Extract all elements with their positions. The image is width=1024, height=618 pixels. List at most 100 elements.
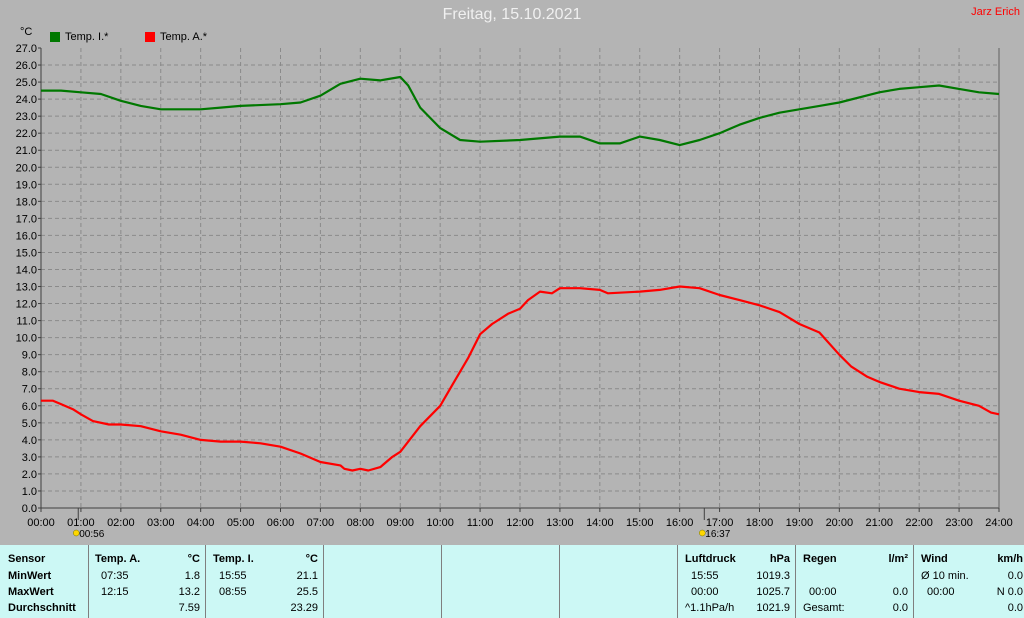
pressure-unit: hPa bbox=[769, 553, 790, 565]
x-tick-label: 23:00 bbox=[945, 517, 973, 529]
x-tick-label: 20:00 bbox=[826, 517, 854, 529]
y-tick-label: 14.0 bbox=[16, 264, 37, 276]
y-tick-label: 12.0 bbox=[16, 299, 37, 311]
rain-unit: l/m² bbox=[888, 553, 908, 565]
wind-max-value: N 0.0 bbox=[996, 586, 1023, 598]
temp-i-unit: °C bbox=[305, 553, 318, 565]
x-tick-label: 06:00 bbox=[267, 517, 295, 529]
y-tick-label: 0.0 bbox=[22, 503, 37, 515]
series-line-temp-a bbox=[41, 285, 1000, 472]
y-tick-label: 7.0 bbox=[22, 384, 37, 396]
temp-a-unit: °C bbox=[187, 553, 200, 565]
x-tick-label: 08:00 bbox=[347, 517, 375, 529]
wind-avg-label: Ø 10 min. bbox=[921, 570, 969, 582]
y-tick-label: 2.0 bbox=[22, 469, 37, 481]
sensor-header: Sensor bbox=[8, 553, 46, 565]
legend-swatch-red bbox=[145, 32, 155, 42]
temp-i-max-time: 08:55 bbox=[219, 586, 247, 598]
pressure-header: Luftdruck bbox=[685, 553, 736, 565]
row-label-max: MaxWert bbox=[8, 586, 54, 598]
temp-a-column: Temp. A. °C 07:35 1.8 12:15 13.2 7.59 bbox=[88, 545, 206, 618]
x-tick-label: 02:00 bbox=[107, 517, 135, 529]
y-tick-label: 27.0 bbox=[16, 43, 37, 55]
legend-swatch-green bbox=[50, 32, 60, 42]
x-tick-label: 18:00 bbox=[746, 517, 774, 529]
temp-i-average: 23.29 bbox=[290, 602, 318, 614]
y-tick-label: 6.0 bbox=[22, 401, 37, 413]
pressure-max-value: 1025.7 bbox=[756, 586, 790, 598]
y-tick-label: 9.0 bbox=[22, 350, 37, 362]
pressure-average: 1021.9 bbox=[756, 602, 790, 614]
temp-i-column: Temp. I. °C 15:55 21.1 08:55 25.5 23.29 bbox=[205, 545, 324, 618]
legend-item-temp-i: Temp. I.* bbox=[50, 31, 108, 43]
row-label-avg: Durchschnitt bbox=[8, 602, 76, 614]
temp-a-min-value: 1.8 bbox=[184, 570, 200, 582]
wind-max-time: 00:00 bbox=[927, 586, 955, 598]
rain-column: Regen l/m² 00:00 0.0 Gesamt: 0.0 bbox=[795, 545, 914, 618]
temp-a-average: 7.59 bbox=[178, 602, 200, 614]
x-tick-label: 12:00 bbox=[506, 517, 534, 529]
row-label-min: MinWert bbox=[8, 570, 52, 582]
x-tick-label: 05:00 bbox=[227, 517, 255, 529]
pressure-min-time: 15:55 bbox=[691, 570, 719, 582]
x-tick-label: 17:00 bbox=[706, 517, 734, 529]
pressure-trend: ^1.1hPa/h bbox=[685, 602, 735, 614]
x-tick-label: 16:00 bbox=[666, 517, 694, 529]
temp-a-min-time: 07:35 bbox=[101, 570, 129, 582]
y-tick-label: 5.0 bbox=[22, 418, 37, 430]
chart-area: 0.0 1.0 2.0 3.0 4.0 5.0 6.0 7.0 8.0 9.0 10.0 11.0 12… bbox=[0, 0, 1024, 545]
temp-i-header: Temp. I. bbox=[213, 553, 254, 565]
temp-a-header: Temp. A. bbox=[95, 553, 141, 565]
y-tick-label: 19.0 bbox=[16, 179, 37, 191]
y-tick-label: 15.0 bbox=[16, 247, 37, 259]
y-tick-label: 26.0 bbox=[16, 60, 37, 72]
wind-column: Wind km/h Ø 10 min. 0.0 00:00 N 0.0 0.0 bbox=[913, 545, 1024, 618]
sunset-icon bbox=[699, 529, 706, 537]
x-tick-label: 21:00 bbox=[865, 517, 893, 529]
pressure-min-value: 1019.3 bbox=[756, 570, 790, 582]
rain-total-value: 0.0 bbox=[892, 602, 908, 614]
temp-i-min-value: 21.1 bbox=[296, 570, 318, 582]
stats-table: Sensor MinWert MaxWert Durchschnitt Temp… bbox=[0, 545, 1024, 618]
rain-header: Regen bbox=[803, 553, 837, 565]
legend-label: Temp. I.* bbox=[65, 31, 109, 43]
x-tick-label: 03:00 bbox=[147, 517, 175, 529]
y-tick-label: 17.0 bbox=[16, 213, 37, 225]
temp-a-max-time: 12:15 bbox=[101, 586, 129, 598]
temp-i-min-time: 15:55 bbox=[219, 570, 247, 582]
y-tick-label: 13.0 bbox=[16, 282, 37, 294]
y-tick-label: 25.0 bbox=[16, 77, 37, 89]
x-tick-label: 22:00 bbox=[905, 517, 933, 529]
x-tick-label: 07:00 bbox=[307, 517, 335, 529]
rain-max-time: 00:00 bbox=[809, 586, 837, 598]
y-tick-label: 4.0 bbox=[22, 435, 37, 447]
temp-i-max-value: 25.5 bbox=[296, 586, 318, 598]
y-tick-label: 22.0 bbox=[16, 128, 37, 140]
rain-total-label: Gesamt: bbox=[803, 602, 845, 614]
y-tick-label: 3.0 bbox=[22, 452, 37, 464]
temperature-chart: 0.0 1.0 2.0 3.0 4.0 5.0 6.0 7.0 8.0 9.0 10.0 11.0 12… bbox=[16, 43, 1013, 540]
wind-header: Wind bbox=[921, 553, 948, 565]
pressure-column: Luftdruck hPa 15:55 1019.3 00:00 1025.7 … bbox=[677, 545, 796, 618]
y-tick-label: 21.0 bbox=[16, 145, 37, 157]
y-tick-label: 11.0 bbox=[16, 316, 37, 328]
x-tick-label: 00:00 bbox=[27, 517, 55, 529]
y-tick-label: 1.0 bbox=[22, 486, 37, 498]
empty-column-1 bbox=[323, 545, 442, 618]
sunrise-icon bbox=[72, 529, 80, 537]
rain-max-value: 0.0 bbox=[892, 586, 908, 598]
x-tick-label: 15:00 bbox=[626, 517, 654, 529]
x-tick-label: 01:00 bbox=[67, 517, 95, 529]
y-tick-label: 20.0 bbox=[16, 162, 37, 174]
x-tick-label: 10:00 bbox=[426, 517, 454, 529]
wind-unit: km/h bbox=[997, 553, 1023, 565]
y-tick-label: 23.0 bbox=[16, 111, 37, 123]
y-tick-label: 10.0 bbox=[16, 333, 37, 345]
x-tick-label: 13:00 bbox=[546, 517, 574, 529]
legend-item-temp-a: Temp. A.* bbox=[145, 31, 207, 43]
sunset-time-label: 16:37 bbox=[705, 529, 730, 540]
x-tick-label: 14:00 bbox=[586, 517, 614, 529]
sunrise-time-label: 00:56 bbox=[79, 529, 104, 540]
wind-avg-value: 0.0 bbox=[1007, 570, 1023, 582]
author-label: Jarz Erich bbox=[971, 6, 1020, 18]
